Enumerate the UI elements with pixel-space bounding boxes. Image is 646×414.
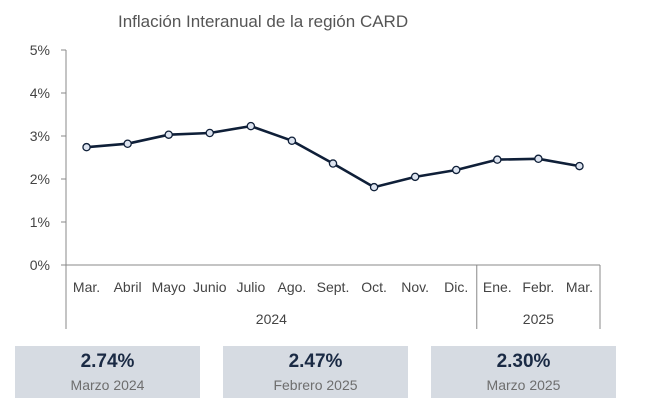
kpi-caption: Marzo 2024 [70,377,145,393]
x-tick-label: Sept. [317,279,350,295]
x-tick-label: Mayo [152,279,186,295]
x-tick-label: Oct. [361,279,387,295]
x-axis: Mar. Abril Mayo Junio Julio Ago. Sept. Oct. Nov.… [65,264,601,329]
data-point [205,128,215,138]
data-point [493,155,502,164]
y-tick-label: 2% [30,171,50,187]
x-tick-label: Mar. [566,279,593,295]
data-point [410,172,420,182]
chart-title: Inflación Interanual de la región CARD [118,12,408,31]
data-point [82,142,91,152]
data-point [369,182,379,192]
series-layer [82,121,584,192]
x-tick-label: Ene. [483,279,512,295]
x-tick-label: Abril [114,279,142,295]
kpi-caption: Febrero 2025 [273,377,358,393]
kpi-card-march-2025: 2.30% Marzo 2025 [431,346,616,398]
data-point [246,121,256,131]
year-label: 2024 [256,311,287,327]
kpi-value: 2.47% [288,351,343,372]
y-axis: 0% 1% 2% 3% 4% 5% [30,42,67,273]
x-tick-label: Nov. [401,279,429,295]
x-tick-label: Mar. [73,279,100,295]
kpi-card-march-2024: 2.74% Marzo 2024 [15,346,200,398]
x-tick-label: Ago. [278,279,307,295]
series-line [86,124,580,189]
y-tick-label: 5% [30,42,50,58]
data-point [287,136,297,145]
data-point [534,154,543,164]
kpi-card-february-2025: 2.47% Febrero 2025 [223,346,408,398]
data-point [328,159,338,168]
data-point [123,139,132,148]
x-tick-label: Junio [193,279,227,295]
x-tick-label: Dic. [444,279,468,295]
kpi-value: 2.74% [80,351,135,372]
data-point [575,161,584,171]
data-point [451,165,461,175]
x-tick-label: Febr. [522,279,554,295]
year-label: 2025 [523,311,554,327]
y-tick-label: 4% [30,85,50,101]
y-tick-label: 1% [30,214,50,230]
y-tick-label: 0% [30,257,50,273]
kpi-caption: Marzo 2025 [486,377,561,393]
y-tick-label: 3% [30,128,50,144]
kpi-value: 2.30% [496,351,551,372]
x-tick-label: Julio [236,279,265,295]
data-point [164,130,173,139]
